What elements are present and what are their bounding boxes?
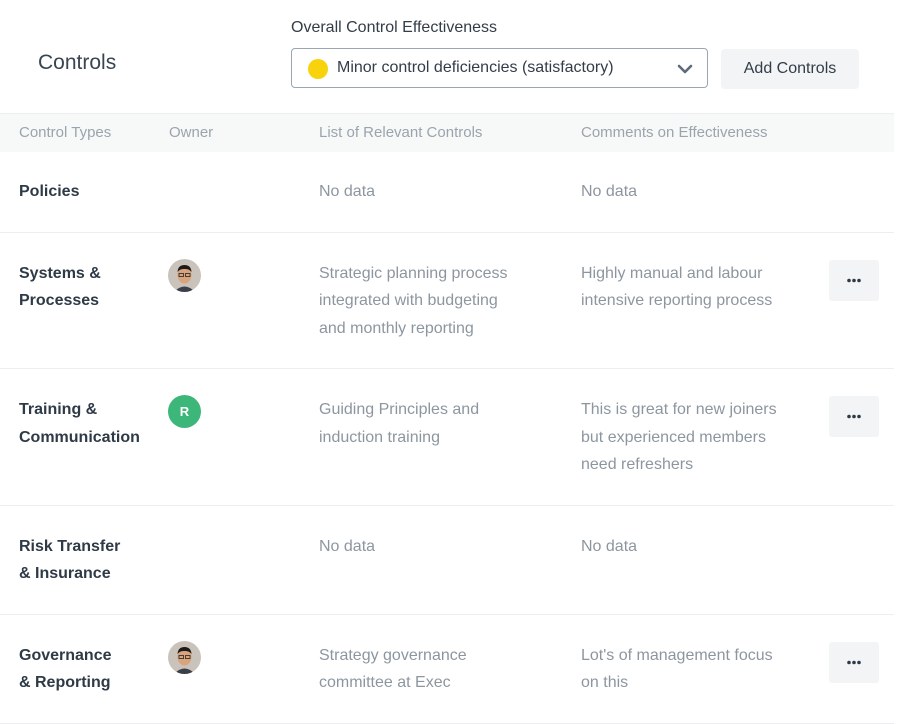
avatar-photo xyxy=(168,640,201,674)
comments: No data xyxy=(581,533,637,561)
text-line: and monthly reporting xyxy=(319,319,474,337)
text-line: Strategy governance xyxy=(319,646,467,664)
row-menu-button[interactable] xyxy=(829,641,879,683)
text-line: induction training xyxy=(319,428,440,446)
table-row: Training & Communication R Guiding Principl… xyxy=(0,369,894,506)
table-row: Risk Transfer & Insurance No data No data xyxy=(0,506,894,615)
text-line: Lot's of management focus xyxy=(581,646,773,664)
text-line: intensive reporting process xyxy=(581,292,773,309)
status-dot xyxy=(308,59,328,79)
relevant-controls: No data xyxy=(319,178,375,206)
text-line: need refreshers xyxy=(581,456,694,473)
text-line: integrated with budgeting xyxy=(319,292,498,309)
text-line: No data xyxy=(319,183,376,200)
text-line: committee at Exec xyxy=(319,674,451,691)
relevant-controls: No data xyxy=(319,533,375,561)
column-header: List of Relevant Controls xyxy=(319,124,483,141)
chevron-icon xyxy=(677,64,693,74)
control-type-line: & Insurance xyxy=(19,565,111,582)
avatar-photo xyxy=(168,258,201,292)
relevant-controls: Strategic planning process integrated wit… xyxy=(319,260,508,343)
table-body: Policies No data No data Systems & Processes… xyxy=(0,151,894,724)
control-type-line: Governance xyxy=(19,646,112,664)
text-line: No data xyxy=(319,537,376,555)
table-row: Systems & Processes Strategic planning pro… xyxy=(0,233,894,369)
owner-avatar xyxy=(168,640,201,674)
relevant-controls: Strategy governance committee at Exec xyxy=(319,642,467,697)
row-menu-button[interactable] xyxy=(829,396,879,437)
ellipsis-icon xyxy=(847,278,861,282)
owner-avatar xyxy=(168,258,201,292)
comments: Highly manual and labour intensive report… xyxy=(581,260,772,315)
page-title: Controls xyxy=(38,51,117,74)
relevant-controls: Guiding Principles and induction training xyxy=(319,396,479,451)
control-type-line: Processes xyxy=(19,292,100,309)
comments: This is great for new joiners but experie… xyxy=(581,396,777,479)
table-row: Policies No data No data xyxy=(0,151,894,233)
text-line: No data xyxy=(581,537,638,555)
comments: Lot's of management focus on this xyxy=(581,642,773,697)
control-type: Training & Communication xyxy=(19,396,900,479)
ellipsis-icon xyxy=(847,660,861,664)
text-line: Guiding Principles and xyxy=(319,401,480,418)
owner-avatar: R xyxy=(168,395,201,428)
control-type: Policies xyxy=(19,178,900,206)
column-header: Control Types xyxy=(19,124,112,141)
field-label: Overall Control Effectiveness xyxy=(291,19,498,36)
text-line: Strategic planning process xyxy=(319,264,508,282)
control-type: Governance & Reporting xyxy=(19,642,900,697)
effectiveness-dropdown[interactable]: Minor control deficiencies (satisfactory… xyxy=(291,48,708,88)
dropdown-value: Minor control deficiencies (satisfactory… xyxy=(337,59,614,76)
add-controls-button[interactable]: Add Controls xyxy=(721,49,859,89)
column-header: Owner xyxy=(169,124,214,141)
row-menu-button[interactable] xyxy=(829,259,879,301)
text-line: This is great for new joiners xyxy=(581,401,777,418)
control-type: Systems & Processes xyxy=(19,260,900,343)
text-line: No data xyxy=(581,183,638,200)
ellipsis-icon xyxy=(847,414,861,419)
control-type-line: Policies xyxy=(19,183,80,200)
text-line: Highly manual and labour xyxy=(581,264,763,282)
control-type-line: Risk Transfer xyxy=(19,537,121,555)
control-type: Risk Transfer & Insurance xyxy=(19,533,900,588)
comments: No data xyxy=(581,178,637,206)
text-line: but experienced members xyxy=(581,428,766,446)
control-type-line: Communication xyxy=(19,428,140,446)
control-type-line: Training & xyxy=(19,401,98,418)
control-type-line: & Reporting xyxy=(19,674,111,691)
text-line: on this xyxy=(581,674,629,691)
column-header: Comments on Effectiveness xyxy=(581,124,768,141)
table-row: Governance & Reporting Strategy governance… xyxy=(0,615,894,724)
table-header: Control Types Owner List of Relevant Contr… xyxy=(0,113,894,152)
control-type-line: Systems & xyxy=(19,264,101,282)
